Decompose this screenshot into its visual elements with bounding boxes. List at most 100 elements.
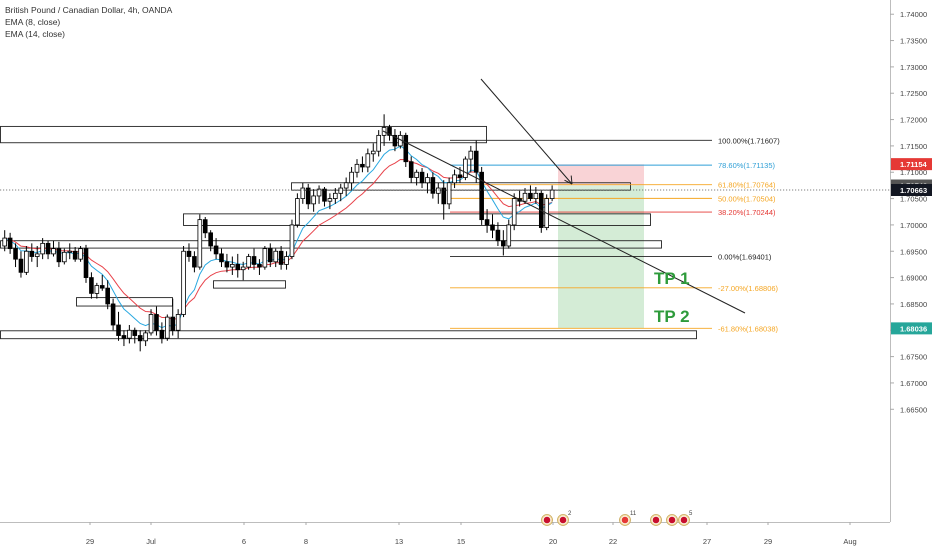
candle-body: [349, 171, 354, 184]
candle: [338, 183, 344, 202]
candle-body: [137, 335, 143, 342]
candle-body: [468, 150, 474, 160]
candle-body: [360, 163, 365, 168]
candle: [414, 169, 419, 186]
candle: [159, 322, 165, 344]
event-flag-core: [543, 516, 551, 524]
drawings-layer: TP 1 TP 2: [0, 78, 890, 326]
candle-body: [365, 153, 371, 168]
price-tick-label: 1.72000: [900, 116, 927, 125]
event-count: 5: [689, 511, 693, 517]
candle-body: [457, 174, 463, 178]
candle: [251, 248, 257, 270]
time-tick-label: 20: [549, 537, 557, 546]
event-flag-icon[interactable]: 2: [557, 511, 573, 526]
event-flag-core: [621, 516, 629, 524]
ema-fast-line: [4, 145, 553, 329]
candle-body: [392, 134, 398, 147]
candle-body: [116, 324, 121, 336]
candle: [34, 245, 40, 268]
candle-body: [484, 219, 490, 226]
trendline: [382, 130, 746, 314]
candle: [148, 309, 154, 336]
price-zone: [183, 213, 651, 226]
candle-body: [170, 316, 176, 331]
candle-body: [490, 224, 495, 231]
candle-body: [24, 250, 29, 273]
candle: [72, 247, 78, 262]
symbol-title: British Pound / Canadian Dollar, 4h, OAN…: [5, 5, 173, 15]
time-axis[interactable]: 29 Jul 6 8 13 15 20 22 27 29 Aug 2 11 5: [0, 511, 890, 546]
candle: [197, 214, 203, 270]
candle-body: [278, 250, 284, 265]
candle: [105, 280, 110, 310]
candle-body: [197, 219, 203, 268]
candle-body: [213, 245, 219, 255]
candle: [246, 253, 251, 270]
candle-body: [105, 287, 110, 305]
candle-body: [7, 237, 13, 250]
candle: [473, 140, 479, 183]
price-axis[interactable]: 1.74000 1.73500 1.73000 1.72500 1.72000 1.715…: [890, 0, 932, 522]
candle: [67, 243, 73, 260]
candle-body: [506, 224, 512, 247]
price-tick-label: 1.69500: [900, 247, 927, 256]
candle: [289, 219, 295, 260]
candle: [13, 243, 18, 268]
candle-body: [311, 195, 316, 205]
candle-body: [34, 253, 40, 257]
event-flag-icon[interactable]: 5: [678, 511, 694, 526]
candle-body: [495, 229, 501, 242]
arrow-line: [480, 78, 573, 185]
event-flag-core: [652, 516, 660, 524]
candle-body: [257, 264, 262, 268]
candle-body: [99, 285, 105, 289]
event-flag-icon[interactable]: [666, 514, 678, 526]
time-tick-label: 29: [86, 537, 94, 546]
candle-body: [94, 285, 100, 294]
candle: [208, 230, 213, 252]
fib-level-label: -61.80%(1.68038): [718, 324, 779, 333]
candle: [506, 219, 512, 249]
candle: [257, 259, 262, 275]
candle-body: [419, 171, 425, 184]
ema-slow-label[interactable]: EMA (14, close): [5, 29, 65, 39]
candle-body: [230, 264, 235, 268]
candle: [479, 166, 484, 225]
candle: [533, 186, 539, 204]
candle: [51, 240, 56, 257]
candle: [116, 311, 121, 341]
event-flag-icon[interactable]: [541, 514, 553, 526]
candle-body: [273, 250, 278, 263]
candle-body: [511, 198, 517, 226]
event-flag-icon[interactable]: 11: [619, 511, 637, 526]
candle: [484, 209, 490, 233]
candle-body: [175, 314, 181, 331]
price-tick-label: 1.73500: [900, 37, 927, 46]
candle: [192, 251, 197, 273]
time-tick-label: 8: [304, 537, 308, 546]
candle-body: [446, 182, 452, 205]
candle: [408, 156, 414, 183]
event-flag-icon[interactable]: [650, 514, 662, 526]
candle-body: [262, 248, 268, 268]
price-tick-label: 1.69000: [900, 274, 927, 283]
candle: [365, 148, 371, 173]
candle-body: [425, 177, 430, 184]
candle: [24, 245, 29, 275]
zones-layer: [0, 125, 697, 340]
candle-body: [181, 250, 186, 315]
candle-body: [202, 219, 208, 234]
candle: [29, 243, 35, 262]
price-zone: [76, 297, 173, 307]
ema-fast-label[interactable]: EMA (8, close): [5, 17, 61, 27]
candle: [273, 248, 278, 268]
candle: [468, 145, 474, 173]
fib-level-label: 50.00%(1.70504): [718, 194, 776, 203]
candle: [240, 261, 246, 281]
time-tick-label: 15: [457, 537, 465, 546]
candle: [78, 245, 83, 262]
candle: [311, 189, 316, 212]
price-tick-label: 1.70500: [900, 195, 927, 204]
